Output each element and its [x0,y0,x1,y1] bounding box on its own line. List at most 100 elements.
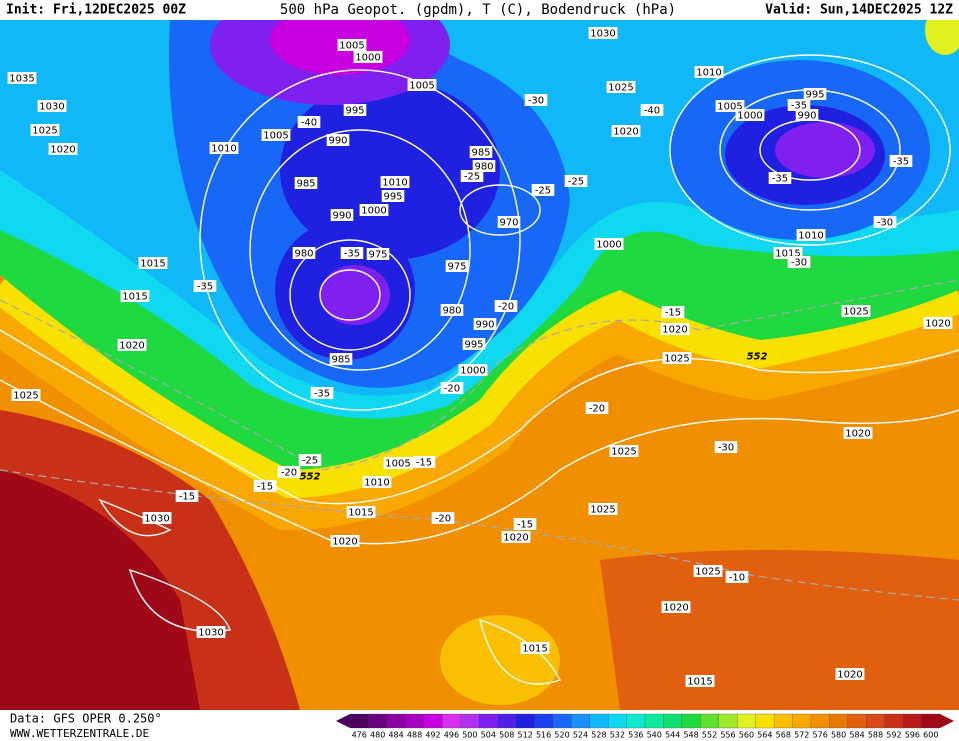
colorbar-swatch [718,713,738,729]
colorbar-tick-label: 584 [849,731,864,740]
temperature-label-box [440,382,464,394]
init-time: Init: Fri,12DEC2025 00Z [6,3,186,18]
pressure-label: 1025 [664,354,689,365]
colorbar-tick-label: 536 [628,731,643,740]
colorbar-swatch [921,713,941,729]
pressure-label: 1015 [775,249,800,260]
colorbar-swatch [405,713,425,729]
pressure-label-box [661,601,691,613]
pressure-label-box [609,445,639,457]
temperature-label-box [889,155,913,167]
pressure-label: 1025 [611,447,636,458]
pressure-label: 1010 [211,144,236,155]
temperature-label-box [640,104,664,116]
pressure-label: 1000 [355,53,380,64]
pressure-label: 1020 [662,325,687,336]
colorbar-swatch [497,713,517,729]
temperature-label-box [513,518,537,530]
colorbar-tick-label: 580 [831,731,846,740]
colorbar-tick-label: 560 [739,731,754,740]
temperature-label: -15 [179,492,195,503]
temperature-label-box [564,175,588,187]
pressure-label: 980 [294,249,313,260]
colorbar-swatch [681,713,701,729]
pressure-label-box [685,675,715,687]
temperature-label: -20 [281,468,297,479]
pressure-label: 1005 [717,102,742,113]
colorbar-swatch [534,713,554,729]
pressure-label: 1020 [50,145,75,156]
pressure-label-box [472,160,496,172]
temperature-label-box [725,571,749,583]
pressure-label: 995 [805,90,824,101]
pressure-label-box [329,353,353,365]
pressure-label-box [445,260,469,272]
temperature-label: -40 [644,106,660,117]
pressure-label-box [588,27,618,39]
pressure-label-box [440,304,464,316]
colorbar-swatch [386,713,406,729]
pressure-label-box [48,143,78,155]
pressure-label: 1015 [522,644,547,655]
temperature-label-box [340,247,364,259]
colorbar-tick-label: 544 [665,731,680,740]
colorbar-swatch [607,713,628,729]
temperature-label: -35 [344,249,360,260]
temperature-label: -35 [314,389,330,400]
pressure-label: 1015 [348,508,373,519]
site-url: WWW.WETTERZENTRALE.DE [10,727,149,740]
colorbar-tick-label: 552 [702,731,717,740]
pressure-label: 1025 [32,126,57,137]
colorbar-tick-label: 528 [591,731,606,740]
colorbar-tick-label: 556 [720,731,735,740]
pressure-label: 995 [383,192,402,203]
pressure-label-box [7,72,37,84]
pressure-label-box [383,457,413,469]
temperature-label-box [873,216,897,228]
pressure-label: 985 [296,179,315,190]
pressure-label-box [462,338,486,350]
pressure-label: 990 [797,111,816,122]
pressure-label: 1025 [590,505,615,516]
colorbar-swatch [663,713,683,729]
pressure-label: 980 [474,162,493,173]
pressure-label-box [353,51,383,63]
pressure-label: 1000 [460,366,485,377]
pressure-label-box [473,318,497,330]
temperature-label: -20 [435,514,451,525]
colorbar-tick-label: 520 [554,731,569,740]
pressure-label: 1005 [409,81,434,92]
colorbar-tick-label: 572 [794,731,809,740]
valid-time: Valid: Sun,14DEC2025 12Z [765,3,953,18]
colorbar-tick-label: 564 [757,731,772,740]
pressure-label-box [294,177,318,189]
pressure-label: 1010 [382,178,407,189]
colorbar-swatch [773,713,794,729]
colorbar-swatch [368,713,388,729]
temperature-label-box [768,172,792,184]
pressure-label: 1035 [9,74,34,85]
pressure-label: 1020 [332,537,357,548]
colorbar-swatch [755,713,775,729]
pressure-label: 1025 [608,83,633,94]
height-label: 552 [300,472,321,483]
pressure-label-box [469,146,493,158]
temperature-label-box [193,280,217,292]
height-label: 552 [747,352,768,363]
colorbar-swatch [847,713,867,729]
pressure-label-box [30,124,60,136]
colorbar-tick-label: 568 [776,731,791,740]
pressure-label-box [196,626,226,638]
pressure-label: 1000 [361,206,386,217]
temperature-label-box [585,402,609,414]
colorbar-tick-label: 532 [610,731,625,740]
temperature-label-box [787,256,811,268]
colorbar: 476 480 484 488 492 496 500 504 508 512 516 520 524 5… [336,713,954,740]
pressure-label-box [923,317,953,329]
pressure-label-box [330,535,360,547]
colorbar-tick-label: 508 [499,731,514,740]
temperature-label-box [310,387,334,399]
colorbar-tick-label: 592 [886,731,901,740]
colorbar-swatch [515,713,536,729]
